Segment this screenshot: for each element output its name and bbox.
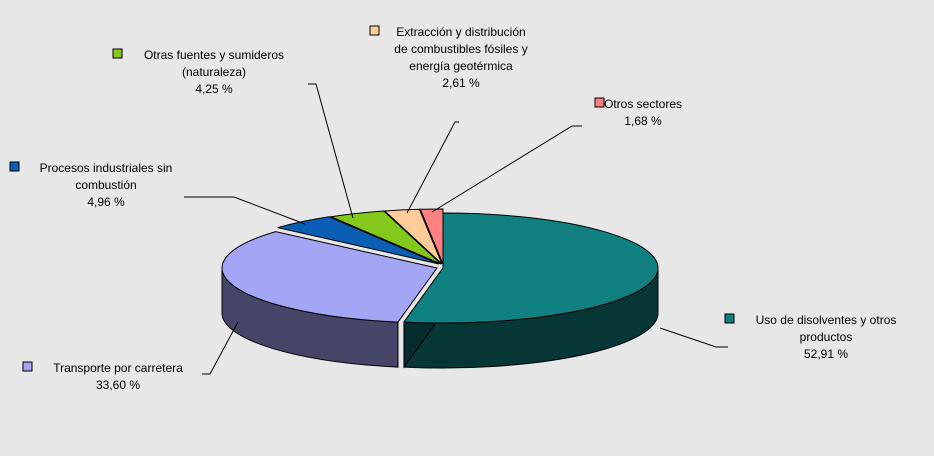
slice-label-1: Transporte por carretera 33,60 %	[53, 361, 183, 392]
pie-slice-1	[221, 231, 438, 323]
leader-line-5	[431, 125, 582, 213]
leader-line-3	[308, 83, 354, 219]
pie-slice-3	[329, 210, 442, 265]
legend-key-5	[594, 97, 605, 108]
leader-line-2	[184, 196, 306, 225]
slice-label-0: Uso de disolventes y otros productos 52,91…	[756, 313, 897, 361]
leader-line-0	[659, 327, 728, 348]
pie-slice-0	[403, 212, 659, 324]
leader-line-4	[406, 121, 459, 214]
legend-key-0	[724, 313, 735, 324]
slice-label-3: Otras fuentes y sumideros (naturaleza) 4,2…	[144, 48, 284, 96]
pie-slice-4	[383, 208, 443, 265]
leader-line-1	[202, 321, 239, 375]
slice-label-4: Extracción y distribución de combustibles…	[394, 25, 527, 90]
pie-slice-2	[277, 216, 440, 265]
pie-slice-5	[419, 208, 444, 265]
slice-label-2: Procesos industriales sin combustión 4,96 …	[40, 161, 173, 209]
legend-key-1	[22, 361, 33, 372]
slice-label-5: Otros sectores 1,68 %	[604, 97, 682, 128]
legend-key-3	[112, 48, 123, 59]
legend-key-4	[369, 25, 380, 36]
legend-key-2	[9, 161, 20, 172]
